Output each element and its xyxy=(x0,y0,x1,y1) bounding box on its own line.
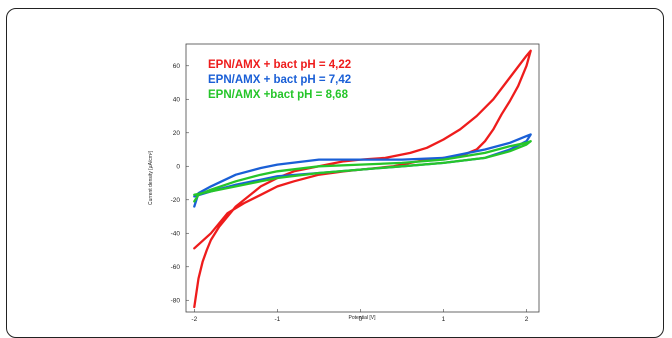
x-tick-label: 1 xyxy=(442,316,446,322)
y-tick-label: 0 xyxy=(176,164,180,171)
y-tick-label: -80 xyxy=(171,298,181,305)
y-tick-label: -60 xyxy=(171,264,181,271)
legend-entry-3: EPN/AMX +bact pH = 8,68 xyxy=(208,89,349,101)
legend: EPN/AMX + bact pH = 4,22 EPN/AMX + bact p… xyxy=(208,59,351,101)
y-tick-label: 40 xyxy=(173,97,181,104)
y-tick-label: 60 xyxy=(173,63,181,70)
series-line-2 xyxy=(193,133,532,208)
y-axis-title: Current density [µA/cm²] xyxy=(148,150,154,205)
y-tick-label: -20 xyxy=(171,197,181,204)
series-line-3 xyxy=(193,140,532,203)
series-layer xyxy=(193,49,532,309)
y-tick-label: 20 xyxy=(173,130,181,137)
y-tick-label: -40 xyxy=(171,231,181,238)
x-axis-title: Potential [V] xyxy=(349,315,377,321)
x-tick-label: 0 xyxy=(359,316,363,322)
legend-entry-2: EPN/AMX + bact pH = 7,42 xyxy=(208,74,351,86)
cyclic-voltammogram-chart: -80 -60 -40 -20 0 20 40 60 -2 -1 0 1 2 EPN/AMX + bac… xyxy=(148,43,540,322)
x-tick-label: -1 xyxy=(274,316,280,322)
axes-layer: -80 -60 -40 -20 0 20 40 60 -2 -1 0 1 2 xyxy=(171,63,529,322)
x-tick-label: -2 xyxy=(191,316,197,322)
x-tick-label: 2 xyxy=(525,316,529,322)
legend-entry-1: EPN/AMX + bact pH = 4,22 xyxy=(208,59,351,71)
